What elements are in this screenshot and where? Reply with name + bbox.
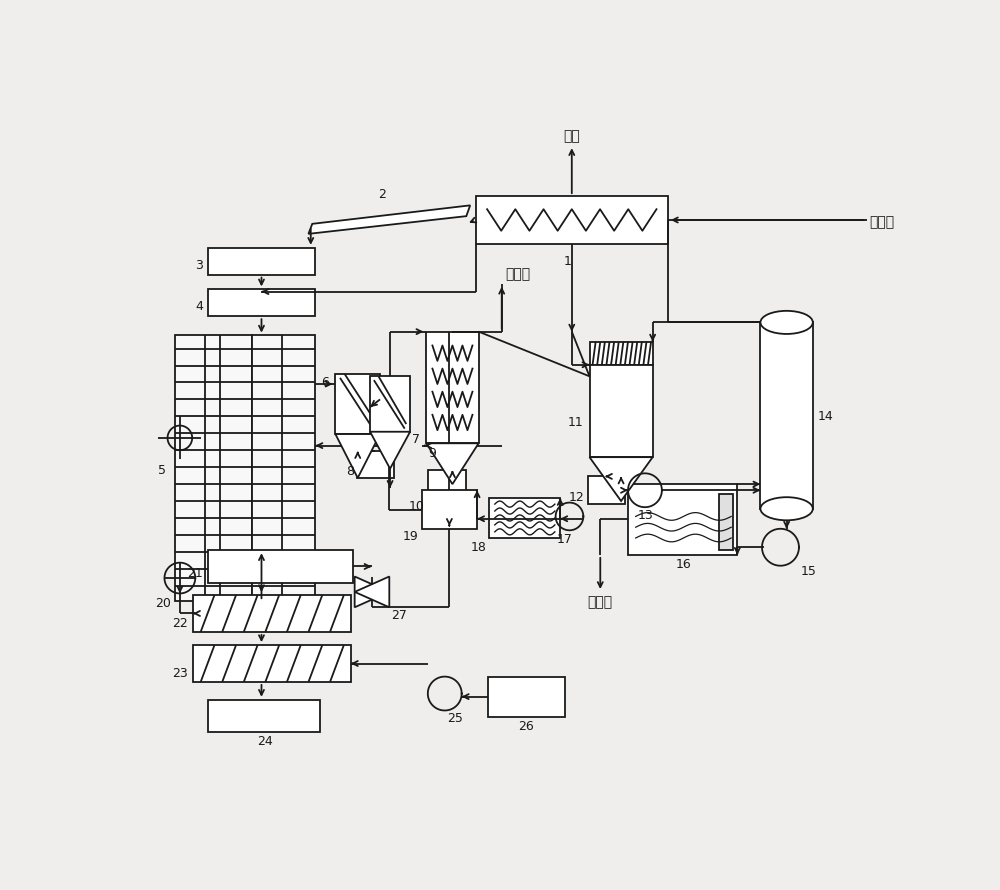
Polygon shape: [426, 443, 479, 484]
Bar: [422, 490, 477, 529]
Text: 1: 1: [564, 255, 572, 268]
Bar: [760, 322, 813, 509]
Text: 12: 12: [568, 491, 584, 504]
Text: 15: 15: [800, 565, 816, 578]
Text: 21: 21: [187, 567, 203, 580]
Text: 供燃气: 供燃气: [588, 595, 613, 609]
Bar: [335, 374, 380, 434]
Text: 26: 26: [518, 720, 534, 732]
Text: 5: 5: [158, 464, 166, 477]
Bar: [488, 676, 565, 716]
Polygon shape: [370, 432, 410, 469]
Polygon shape: [590, 457, 653, 501]
Bar: [208, 700, 320, 732]
Text: 17: 17: [557, 533, 573, 546]
Polygon shape: [355, 577, 389, 607]
Text: 25: 25: [447, 712, 463, 725]
Text: 7: 7: [412, 433, 420, 446]
Text: 10: 10: [409, 499, 425, 513]
Bar: [628, 484, 737, 555]
Bar: [208, 289, 315, 316]
Text: 排空: 排空: [563, 129, 580, 143]
Text: 3: 3: [195, 259, 203, 271]
Text: 9: 9: [428, 447, 436, 460]
Text: 20: 20: [155, 596, 171, 610]
Text: 供热水: 供热水: [505, 268, 530, 281]
Bar: [590, 342, 653, 365]
Text: 18: 18: [470, 541, 486, 554]
Text: 生物质: 生物质: [870, 215, 895, 230]
Bar: [370, 376, 410, 432]
Text: 22: 22: [172, 618, 188, 630]
Bar: [428, 470, 466, 498]
Polygon shape: [308, 206, 470, 234]
Text: 19: 19: [403, 530, 419, 543]
Bar: [193, 595, 351, 632]
Bar: [208, 550, 353, 583]
Text: 27: 27: [391, 609, 407, 622]
Text: 4: 4: [195, 300, 203, 313]
Bar: [252, 336, 315, 601]
Text: 6: 6: [321, 376, 329, 389]
Bar: [489, 498, 560, 538]
Text: 11: 11: [568, 416, 583, 429]
Text: 16: 16: [676, 558, 691, 571]
Bar: [476, 196, 668, 244]
Bar: [426, 332, 479, 443]
Text: 2: 2: [378, 188, 386, 201]
Bar: [588, 476, 625, 504]
Text: 13: 13: [638, 509, 654, 522]
Text: 14: 14: [817, 409, 833, 423]
Bar: [208, 247, 315, 275]
Ellipse shape: [760, 498, 813, 521]
Text: 23: 23: [172, 668, 188, 681]
Bar: [175, 336, 252, 601]
Bar: [719, 494, 733, 549]
Bar: [357, 451, 394, 478]
Polygon shape: [335, 434, 380, 478]
Bar: [193, 645, 351, 682]
Bar: [590, 365, 653, 457]
Polygon shape: [355, 577, 389, 607]
Text: 8: 8: [346, 465, 354, 478]
Text: 24: 24: [257, 735, 272, 748]
Ellipse shape: [760, 311, 813, 334]
